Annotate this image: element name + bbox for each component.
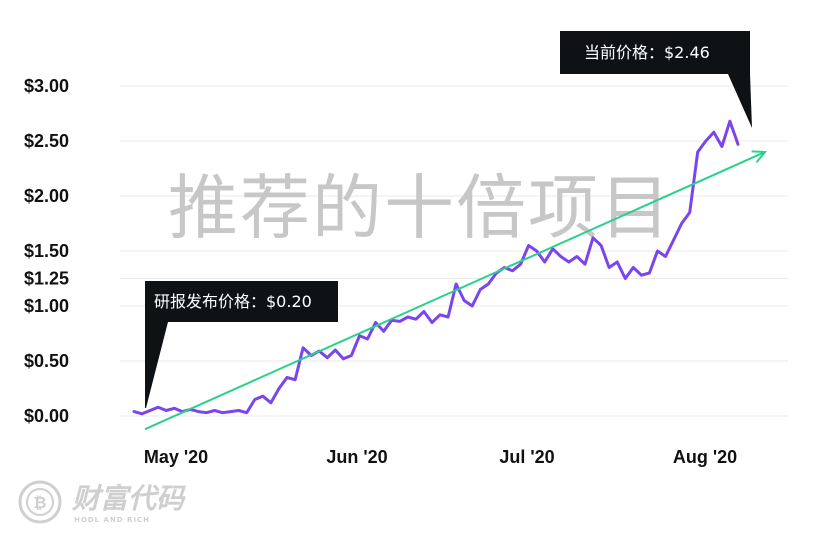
y-tick-label: $0.50: [24, 351, 69, 371]
y-tick-label: $2.50: [24, 131, 69, 151]
logo-name: 财富代码: [71, 482, 187, 515]
y-tick-label: $1.50: [24, 241, 69, 261]
watermark-text: 推荐的十倍项目: [168, 167, 672, 249]
x-tick-label: Aug '20: [673, 447, 737, 467]
annotation-callout: 当前价格：$2.46: [560, 31, 752, 128]
svg-text:₿: ₿: [33, 494, 46, 512]
y-tick-label: $0.00: [24, 406, 69, 426]
logo-tagline: HODL AND RICH: [74, 516, 150, 524]
callout-text: 研报发布价格：$0.20: [154, 292, 312, 311]
x-tick-label: Jul '20: [499, 447, 554, 467]
logo: ₿ 财富代码 HODL AND RICH: [20, 482, 187, 524]
y-axis-ticks: $0.00 $0.50 $1.00 $1.25 $1.50 $2.00 $2.50 $3.00: [24, 76, 69, 426]
x-tick-label: Jun '20: [326, 447, 387, 467]
gridlines: [120, 86, 788, 416]
bitcoin-coin-icon: ₿: [20, 482, 60, 522]
y-tick-label: $1.25: [24, 269, 69, 289]
y-tick-label: $2.00: [24, 186, 69, 206]
y-tick-label: $3.00: [24, 76, 69, 96]
x-axis-ticks: May '20 Jun '20 Jul '20 Aug '20: [144, 447, 737, 467]
annotation-callout: 研报发布价格：$0.20: [145, 281, 338, 408]
price-line: [134, 121, 738, 414]
callout-text: 当前价格：$2.46: [584, 43, 710, 62]
y-tick-label: $1.00: [24, 296, 69, 316]
x-tick-label: May '20: [144, 447, 208, 467]
